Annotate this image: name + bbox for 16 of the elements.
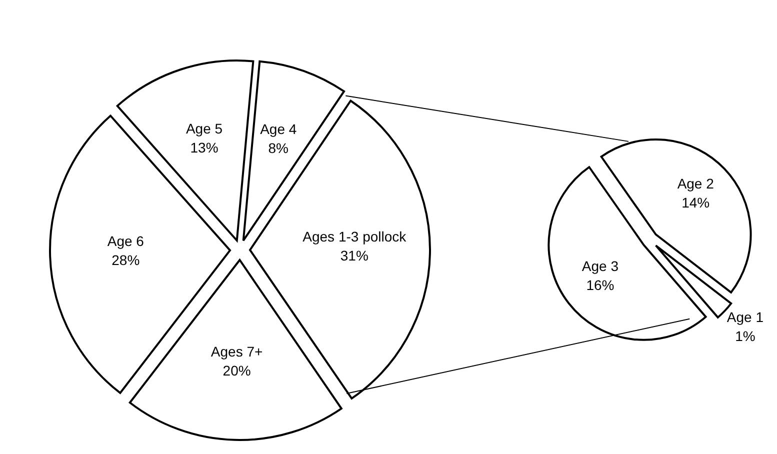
slice-label: Age 3 bbox=[582, 258, 619, 274]
slice-label: Age 5 bbox=[186, 120, 223, 136]
slice-label: Ages 7+ bbox=[210, 343, 263, 360]
data-label: 13% bbox=[190, 139, 218, 156]
data-label: 20% bbox=[222, 362, 251, 378]
data-label: 8% bbox=[268, 140, 288, 156]
data-label: 1% bbox=[735, 328, 756, 344]
data-label: 28% bbox=[112, 252, 140, 268]
data-label: 14% bbox=[682, 194, 710, 210]
slice-label: Age 6 bbox=[107, 232, 144, 249]
slice-label: Age 2 bbox=[677, 175, 714, 192]
data-label: 16% bbox=[586, 276, 614, 293]
slice-label: Age 1 bbox=[726, 308, 764, 325]
slice-label: Age 4 bbox=[260, 121, 297, 138]
data-label: 31% bbox=[340, 248, 368, 264]
slice-label: Ages 1-3 pollock bbox=[302, 228, 408, 245]
